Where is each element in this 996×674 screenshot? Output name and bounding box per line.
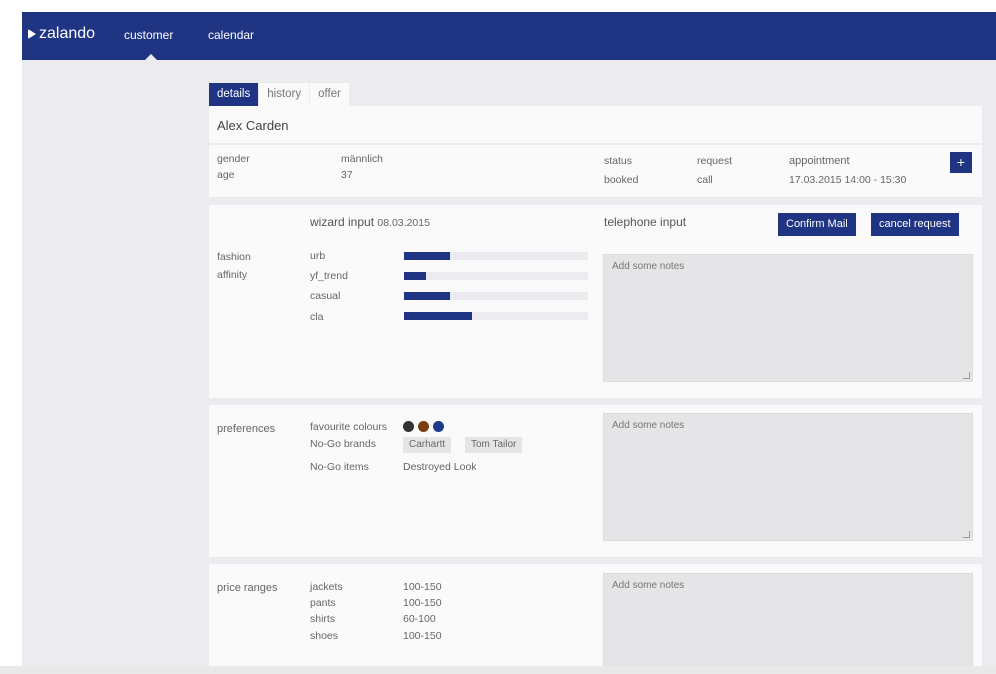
affinity-bar-urb xyxy=(404,252,450,260)
age-value: 37 xyxy=(341,169,353,181)
top-navigation-bar: zalando customer calendar xyxy=(22,12,996,60)
fashion-affinity-label-1: fashion xyxy=(217,251,251,263)
nogo-items-label: No-Go items xyxy=(310,461,369,473)
colour-swatch-3[interactable] xyxy=(433,421,444,432)
affinity-bar-track-urb xyxy=(404,252,588,260)
preferences-notes-textarea[interactable]: Add some notes xyxy=(603,413,973,541)
telephone-input-heading: telephone input xyxy=(604,215,687,229)
price-range-value: 100-150 xyxy=(403,581,442,593)
appointment-value: 17.03.2015 14:00 - 15:30 xyxy=(789,174,907,186)
affinity-bar-yf-trend xyxy=(404,272,427,280)
affinity-bar-track-yf-trend xyxy=(404,272,588,280)
nogo-items-value: Destroyed Look xyxy=(403,461,477,473)
price-range-value: 60-100 xyxy=(403,613,436,625)
cancel-request-button[interactable]: cancel request xyxy=(871,213,959,236)
section-divider xyxy=(209,557,982,564)
customer-tabs: details history offer xyxy=(209,83,350,106)
details-panel: wizard input 08.03.2015 telephone input … xyxy=(209,205,982,666)
price-notes-textarea[interactable]: Add some notes xyxy=(603,573,973,666)
status-value: booked xyxy=(604,174,639,186)
wizard-input-heading: wizard input 08.03.2015 xyxy=(310,215,430,229)
tab-details[interactable]: details xyxy=(209,83,259,106)
customer-info-card: gender männlich age 37 status booked req… xyxy=(209,145,982,197)
price-item-label: shirts xyxy=(310,613,336,625)
customer-name-card: Alex Carden xyxy=(209,106,982,143)
wizard-input-date: 08.03.2015 xyxy=(377,217,430,229)
tab-offer[interactable]: offer xyxy=(310,83,349,106)
nogo-brand-tag[interactable]: Tom Tailor xyxy=(465,437,523,453)
price-ranges-label: price ranges xyxy=(217,582,278,594)
request-label: request xyxy=(697,155,733,167)
bottom-strip xyxy=(0,666,996,674)
affinity-bar-track-casual xyxy=(404,292,588,300)
confirm-mail-button[interactable]: Confirm Mail xyxy=(778,213,856,236)
favourite-colours-label: favourite colours xyxy=(310,421,388,433)
gender-value: männlich xyxy=(341,153,384,165)
gender-label: gender xyxy=(217,153,250,165)
wizard-input-title: wizard input xyxy=(310,215,375,229)
appointment-label: appointment xyxy=(789,155,850,167)
affinity-bar-casual xyxy=(404,292,450,300)
customer-name: Alex Carden xyxy=(217,118,289,133)
logo-play-icon xyxy=(28,29,36,39)
price-item-label: jackets xyxy=(310,581,343,593)
nogo-brands-label: No-Go brands xyxy=(310,438,376,450)
tab-history[interactable]: history xyxy=(259,83,310,106)
fashion-notes-textarea[interactable]: Add some notes xyxy=(603,254,973,382)
nogo-brand-tag[interactable]: Carhartt xyxy=(403,437,452,453)
affinity-bar-cla xyxy=(404,312,473,320)
affinity-label-yf-trend: yf_trend xyxy=(310,270,348,282)
zalando-logo[interactable]: zalando xyxy=(28,25,95,43)
logo-text: zalando xyxy=(39,25,96,42)
price-range-value: 100-150 xyxy=(403,630,442,642)
app-frame: zalando customer calendar details histor… xyxy=(22,12,996,666)
nav-calendar[interactable]: calendar xyxy=(208,28,255,42)
affinity-bar-track-cla xyxy=(404,312,588,320)
nav-customer[interactable]: customer xyxy=(124,28,174,42)
request-value: call xyxy=(697,174,713,186)
add-appointment-button[interactable]: + xyxy=(950,152,972,173)
affinity-label-urb: urb xyxy=(310,250,326,262)
active-nav-indicator xyxy=(145,54,157,60)
price-range-value: 100-150 xyxy=(403,597,442,609)
age-label: age xyxy=(217,169,235,181)
fashion-affinity-label-2: affinity xyxy=(217,269,248,281)
colour-swatch-2[interactable] xyxy=(418,421,429,432)
section-divider xyxy=(209,398,982,405)
status-label: status xyxy=(604,155,633,167)
colour-swatch-1[interactable] xyxy=(403,421,414,432)
affinity-label-casual: casual xyxy=(310,290,341,302)
affinity-label-cla: cla xyxy=(310,311,324,323)
price-item-label: shoes xyxy=(310,630,339,642)
price-item-label: pants xyxy=(310,597,336,609)
preferences-label: preferences xyxy=(217,423,276,435)
